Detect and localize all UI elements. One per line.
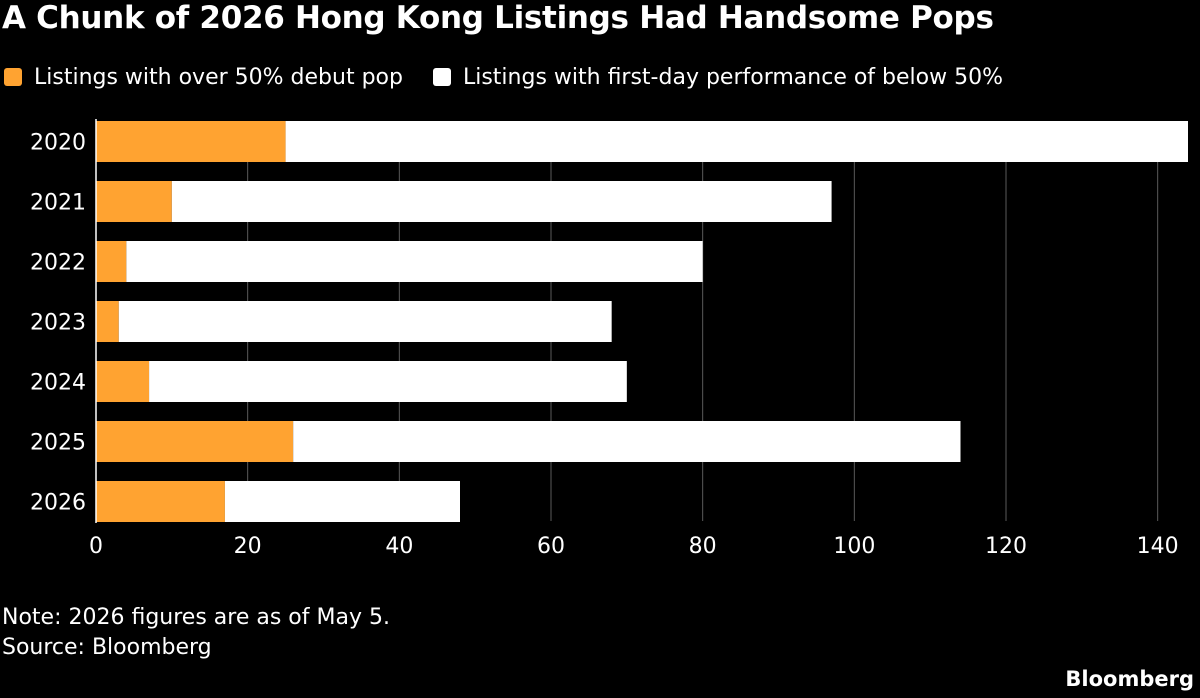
bar-2024-series-1 xyxy=(149,361,627,402)
category-label-2024: 2024 xyxy=(30,371,86,396)
legend-swatch-below xyxy=(432,68,451,86)
x-tick-label-0: 0 xyxy=(89,534,103,559)
bar-2023-series-0 xyxy=(96,301,119,342)
x-tick-label-100: 100 xyxy=(833,534,875,559)
legend: Listings with over 50% debut pop Listing… xyxy=(4,62,1033,92)
x-tick-label-60: 60 xyxy=(537,534,565,559)
bloomberg-logo: Bloomberg xyxy=(1065,667,1194,691)
bar-2026-series-0 xyxy=(96,481,225,522)
bar-2020-series-1 xyxy=(285,121,1188,162)
bar-2021-series-1 xyxy=(171,181,832,222)
x-tick-label-120: 120 xyxy=(985,534,1027,559)
bar-2022-series-1 xyxy=(126,241,703,282)
category-label-2025: 2025 xyxy=(30,431,86,456)
x-tick-label-80: 80 xyxy=(689,534,717,559)
x-tick-label-40: 40 xyxy=(385,534,413,559)
legend-swatch-pop xyxy=(4,68,22,86)
bar-2023-series-1 xyxy=(118,301,612,342)
legend-label-below: Listings with first-day performance of b… xyxy=(462,64,1003,90)
category-label-2022: 2022 xyxy=(30,251,86,276)
category-label-2026: 2026 xyxy=(30,491,86,516)
category-label-2021: 2021 xyxy=(30,191,86,216)
x-tick-label-20: 20 xyxy=(234,534,262,559)
legend-item-below: Listings with first-day performance of b… xyxy=(432,64,1003,90)
bar-2022-series-0 xyxy=(96,241,127,282)
category-label-2023: 2023 xyxy=(30,311,86,336)
chart-title: A Chunk of 2026 Hong Kong Listings Had H… xyxy=(2,0,994,36)
category-label-2020: 2020 xyxy=(30,131,86,156)
note-text: Note: 2026 figures are as of May 5. xyxy=(2,605,390,630)
bar-2026-series-1 xyxy=(224,481,460,522)
footnote: Note: 2026 figures are as of May 5. Sour… xyxy=(2,603,390,663)
source-text: Source: Bloomberg xyxy=(2,635,212,660)
bar-2025-series-0 xyxy=(96,421,294,462)
bar-2024-series-0 xyxy=(96,361,150,402)
bar-2025-series-1 xyxy=(293,421,961,462)
legend-label-pop: Listings with over 50% debut pop xyxy=(34,64,403,90)
legend-item-pop: Listings with over 50% debut pop xyxy=(4,65,403,90)
x-tick-label-140: 140 xyxy=(1137,534,1179,559)
bar-2021-series-0 xyxy=(96,181,172,222)
bar-2020-series-0 xyxy=(96,121,286,162)
